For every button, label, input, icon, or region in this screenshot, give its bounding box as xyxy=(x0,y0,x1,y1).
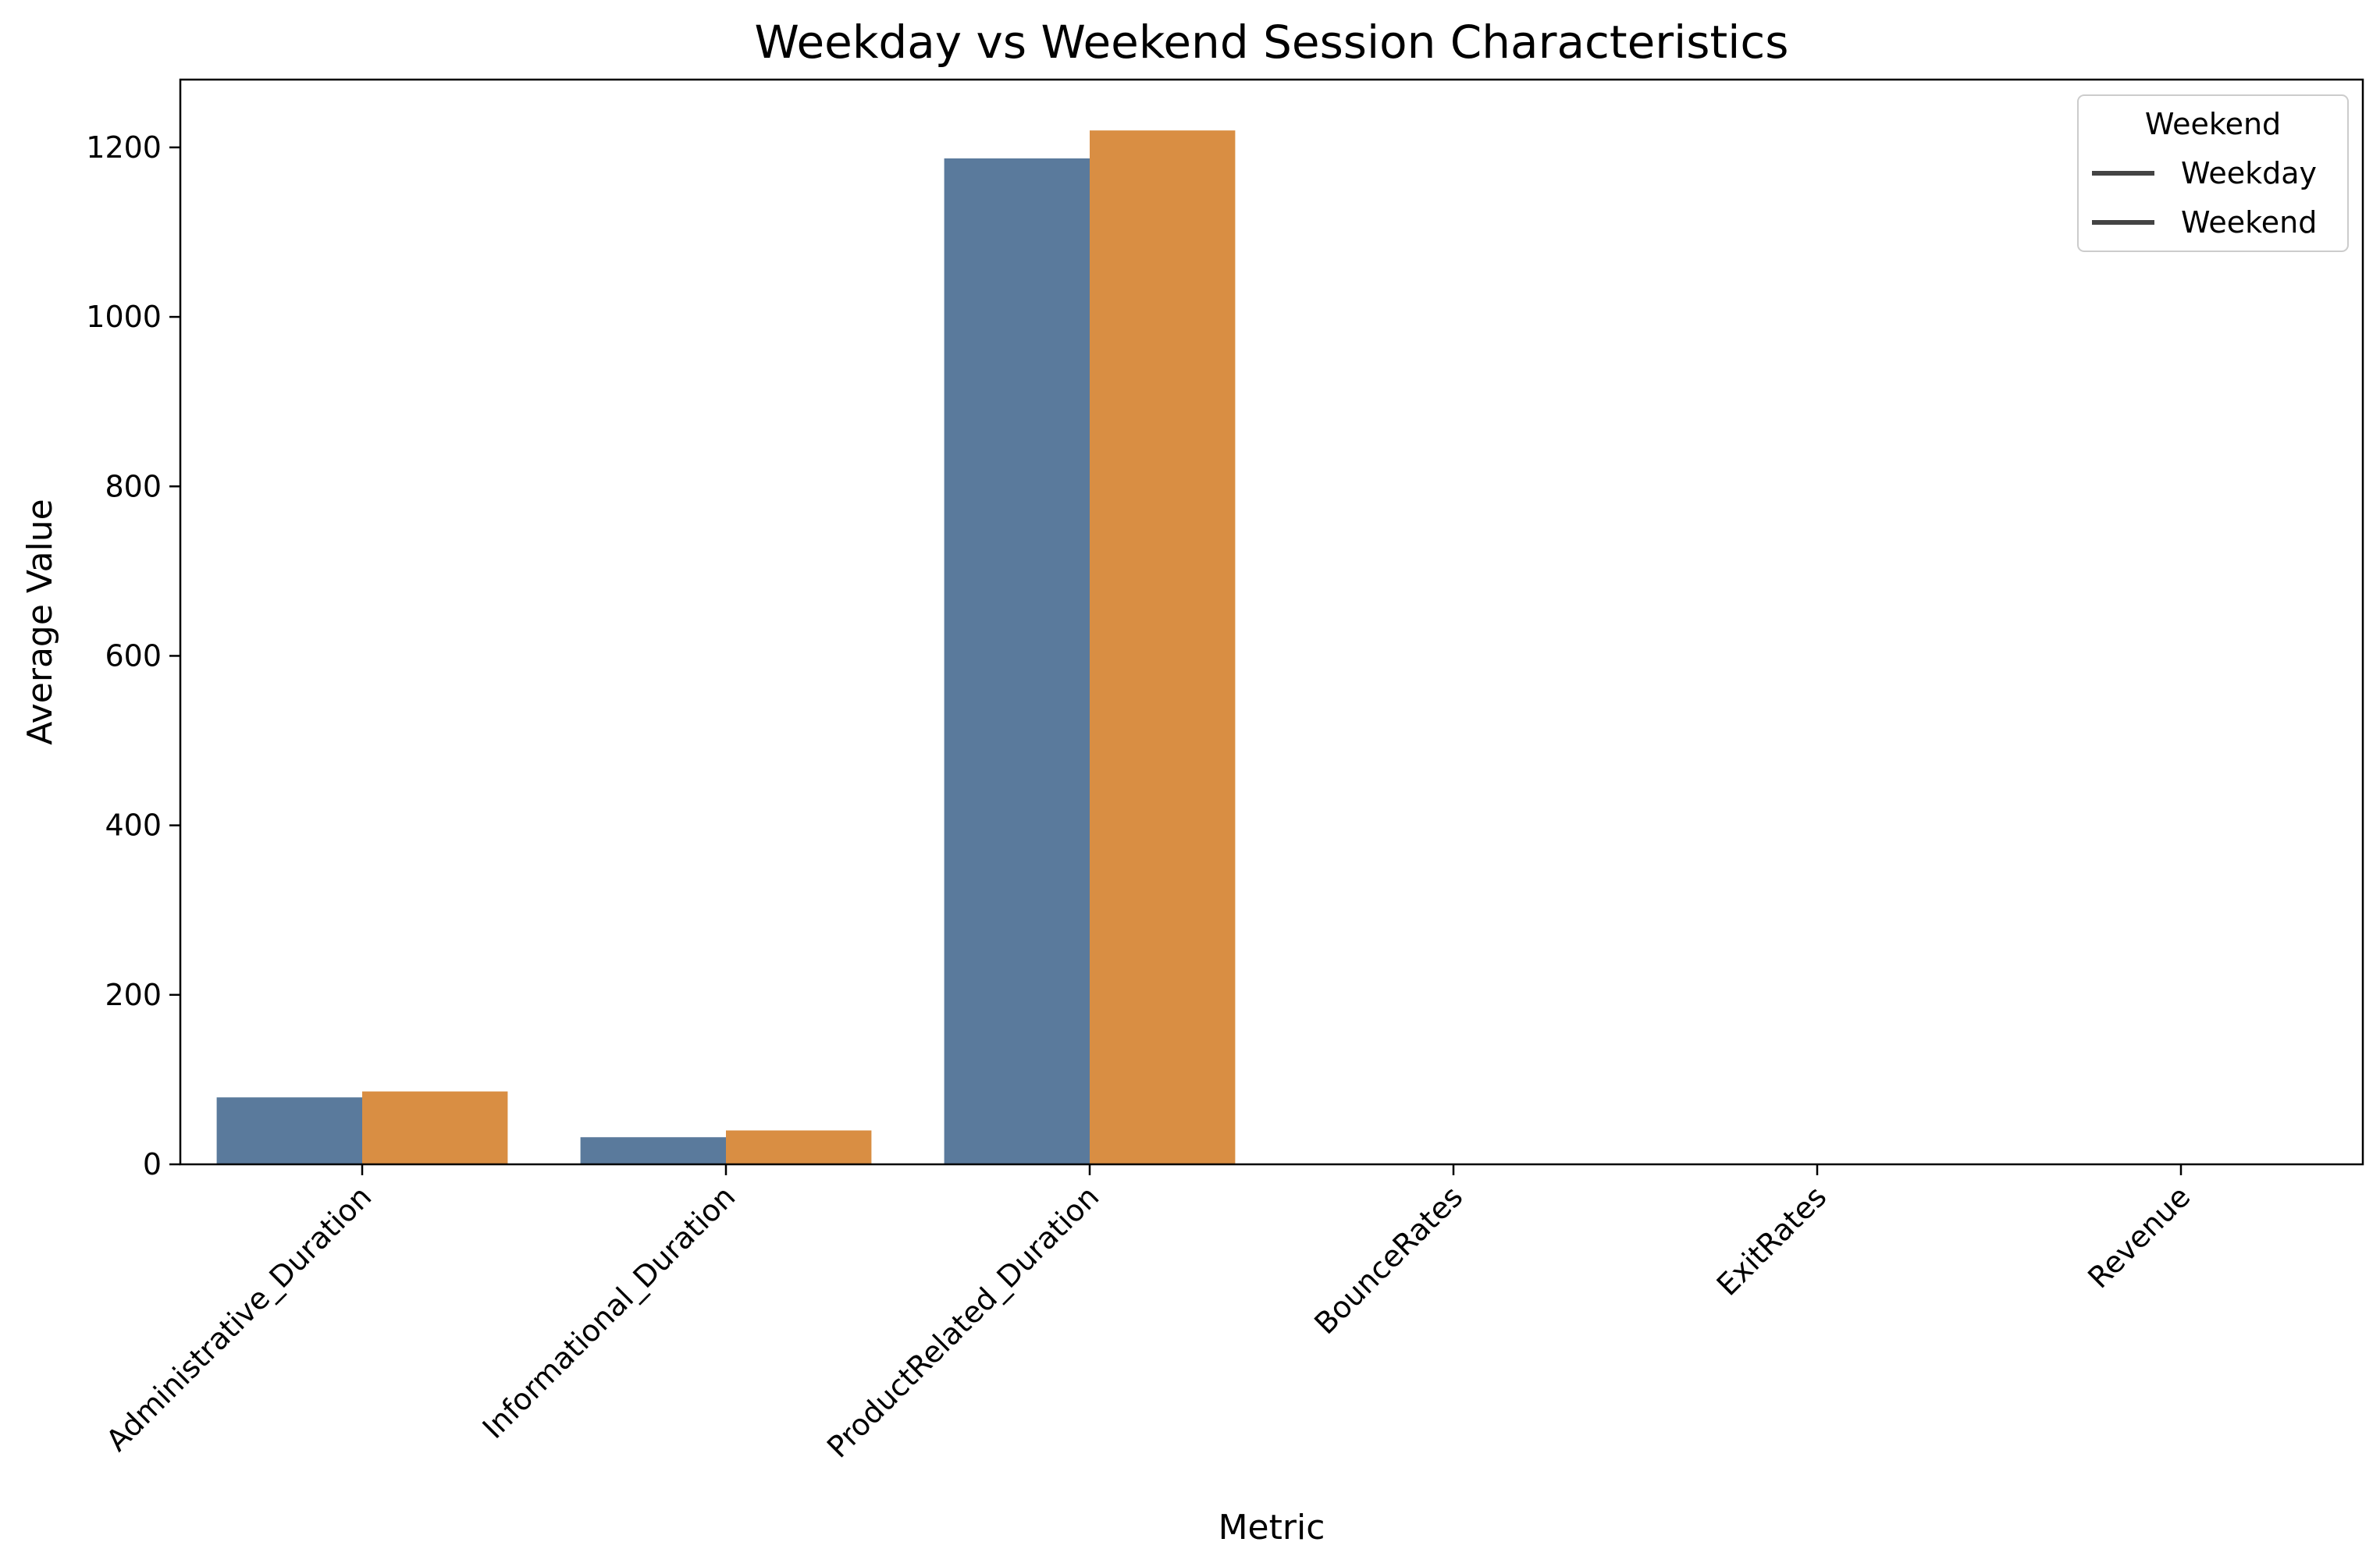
plot-frame xyxy=(179,78,2364,1166)
bar-weekday-productrelated_duration xyxy=(944,158,1090,1164)
y-tick-label: 1200 xyxy=(86,130,162,165)
x-tick-label: ExitRates xyxy=(1710,1179,1834,1302)
bar-weekend-informational_duration xyxy=(726,1130,872,1164)
legend: Weekend Weekday Weekend xyxy=(2077,94,2349,252)
x-tick-label: Administrative_Duration xyxy=(100,1179,379,1458)
y-tick-label: 400 xyxy=(105,808,162,843)
x-tick-label: Revenue xyxy=(2081,1179,2197,1295)
legend-entry-weekend: Weekend xyxy=(2181,205,2317,240)
x-axis-label: Metric xyxy=(1218,1508,1325,1547)
y-ticks-group: 0 200 400 600 800 1000 1200 xyxy=(86,130,180,1181)
chart-title: Weekday vs Weekend Session Characteristi… xyxy=(755,16,1789,69)
legend-entry-weekday: Weekday xyxy=(2181,156,2317,190)
bar-weekend-administrative_duration xyxy=(362,1091,508,1164)
x-ticks-group: Administrative_Duration Informational_Dur… xyxy=(100,1164,2197,1465)
legend-title: Weekend xyxy=(2145,107,2281,141)
y-tick-label: 800 xyxy=(105,469,162,503)
x-tick-label: BounceRates xyxy=(1307,1179,1469,1341)
bar-weekend-productrelated_duration xyxy=(1090,130,1236,1164)
legend-box xyxy=(2077,94,2349,252)
y-tick-label: 600 xyxy=(105,638,162,673)
x-tick-label: ProductRelated_Duration xyxy=(820,1179,1105,1464)
y-axis-label: Average Value xyxy=(20,499,60,745)
y-tick-label: 1000 xyxy=(86,300,162,334)
bars-group xyxy=(216,130,2327,1164)
x-tick-label: Informational_Duration xyxy=(476,1179,742,1445)
y-tick-label: 200 xyxy=(105,978,162,1012)
y-tick-label: 0 xyxy=(143,1147,162,1181)
bar-weekday-informational_duration xyxy=(580,1137,726,1164)
bar-weekday-administrative_duration xyxy=(216,1097,362,1164)
